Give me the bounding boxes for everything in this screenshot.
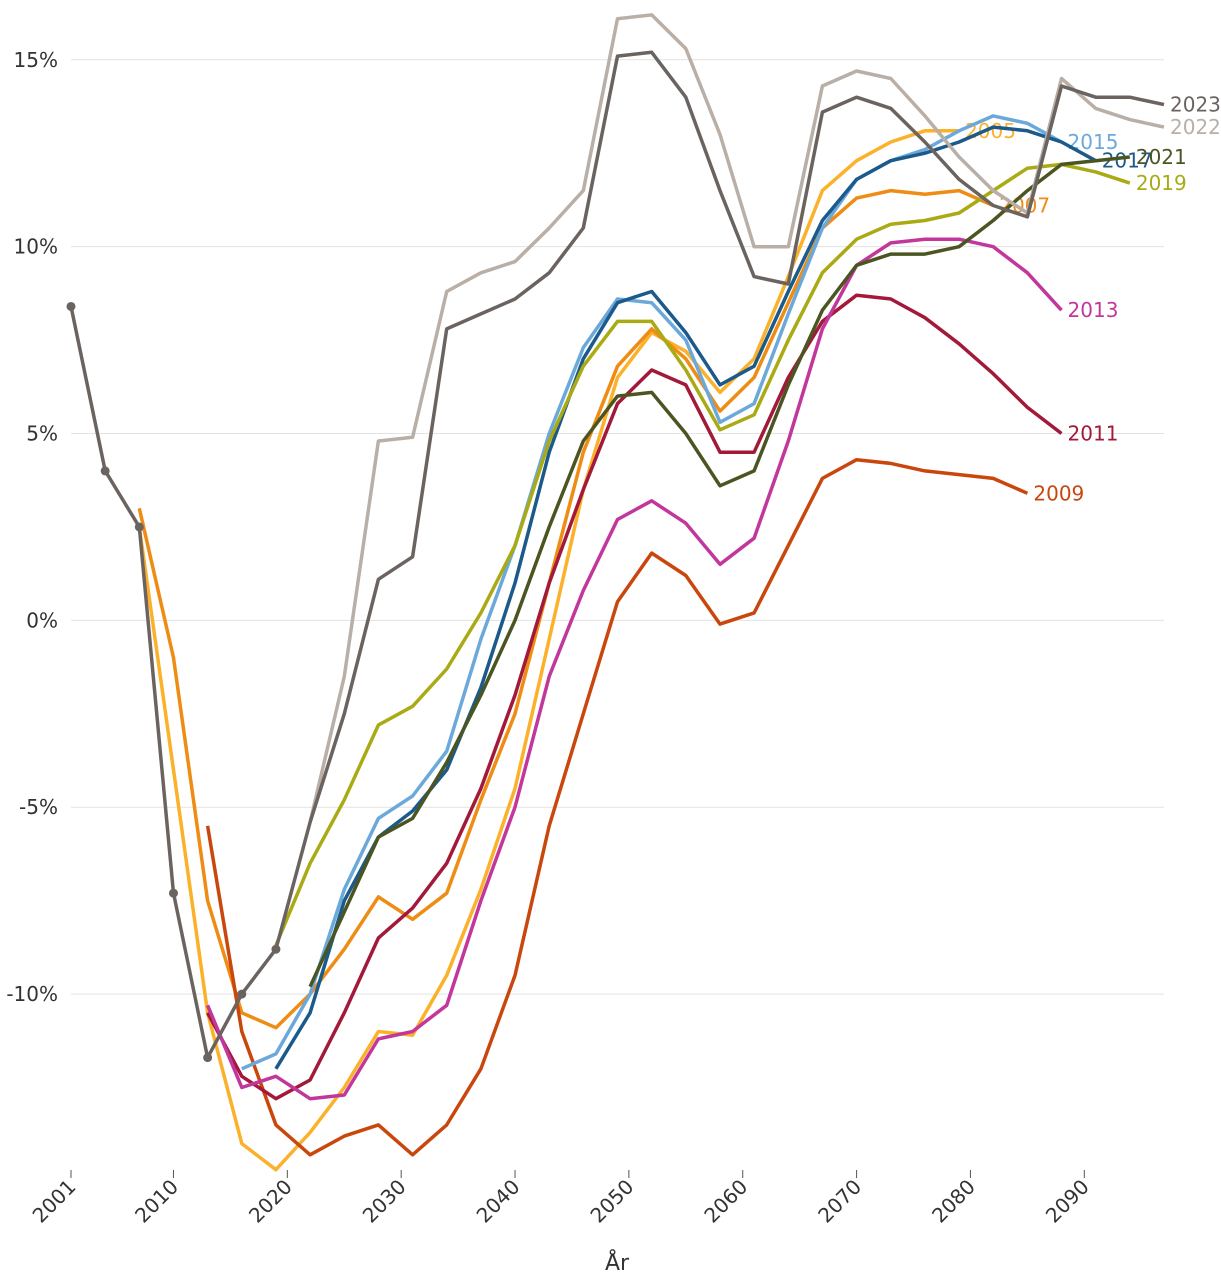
point	[100, 466, 110, 476]
series-label: 2013	[1068, 298, 1119, 322]
series-label: 2011	[1068, 422, 1119, 446]
y-tick-label: -5%	[19, 795, 58, 819]
series-label: 2019	[1136, 171, 1187, 195]
x-axis-label: År	[605, 1249, 630, 1276]
x-tick-label: 2030	[358, 1175, 411, 1228]
series-line	[274, 162, 1131, 947]
series-line	[274, 125, 1097, 1070]
series-line	[205, 457, 1029, 1157]
series-label: 2023	[1170, 93, 1221, 117]
point	[168, 888, 178, 898]
y-tick-label: 5%	[26, 422, 58, 446]
y-tick-label: -10%	[6, 982, 58, 1006]
point	[237, 989, 247, 999]
series-line	[308, 13, 1165, 823]
series-label: 2009	[1033, 481, 1084, 505]
x-tick-label: 2001	[28, 1175, 81, 1228]
series-label: 2021	[1136, 145, 1187, 169]
series-label: 2005	[965, 119, 1016, 143]
series-line	[206, 293, 1063, 1101]
series-line	[69, 50, 1165, 1060]
point	[134, 522, 144, 532]
series-label: 2007	[999, 194, 1050, 218]
point	[203, 1053, 213, 1063]
y-tick-label: 15%	[14, 48, 58, 72]
x-tick-label: 2020	[244, 1175, 297, 1228]
x-tick-label: 2040	[472, 1175, 525, 1228]
series-line	[241, 114, 1063, 1071]
series-line	[137, 188, 994, 1030]
series-line	[308, 155, 1130, 988]
y-tick-label: 0%	[26, 608, 58, 632]
series-line	[205, 237, 1063, 1101]
point	[271, 944, 281, 954]
x-tick-label: 2090	[1041, 1175, 1094, 1228]
x-tick-label: 2050	[585, 1175, 638, 1228]
series-label: 2022	[1170, 115, 1221, 139]
point	[66, 301, 76, 311]
x-tick-label: 2010	[130, 1175, 183, 1228]
x-tick-label: 2070	[813, 1175, 866, 1228]
y-tick-label: 10%	[14, 235, 58, 259]
x-tick-label: 2080	[927, 1175, 980, 1228]
series-line	[137, 129, 960, 1172]
x-tick-label: 2060	[699, 1175, 752, 1228]
